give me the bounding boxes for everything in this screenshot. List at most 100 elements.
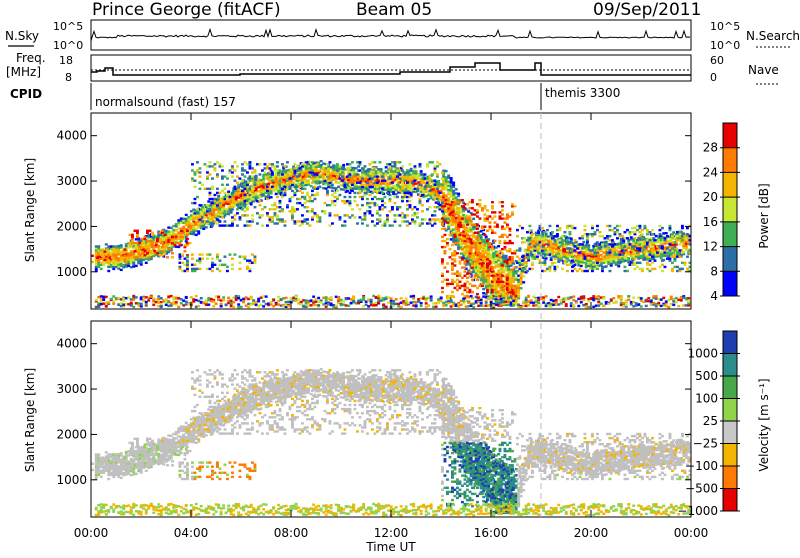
- power-cell: [241, 200, 244, 202]
- power-cell: [639, 225, 642, 227]
- power-cell: [464, 262, 467, 264]
- power-cell: [221, 198, 224, 200]
- power-cell: [374, 188, 377, 190]
- power-cell: [517, 297, 520, 299]
- power-cell: [185, 214, 188, 216]
- power-cell: [386, 171, 389, 173]
- power-cell: [371, 161, 374, 163]
- power-cell: [351, 208, 354, 210]
- power-cell: [216, 173, 219, 175]
- power-cell: [235, 190, 238, 192]
- power-cell: [381, 224, 384, 226]
- power-cell: [256, 196, 259, 198]
- power-cell: [311, 169, 314, 171]
- power-cell: [646, 229, 649, 231]
- power-cell: [364, 214, 367, 216]
- power-cell: [457, 195, 460, 197]
- power-cell: [414, 180, 417, 182]
- power-cell: [239, 177, 242, 179]
- power-cell: [211, 266, 214, 268]
- power-cell: [486, 283, 489, 285]
- power-cell: [155, 301, 158, 303]
- power-cell: [445, 209, 448, 211]
- power-cell: [196, 212, 199, 214]
- power-cell: [227, 201, 230, 203]
- power-cell: [641, 233, 644, 235]
- power-cell: [406, 182, 409, 184]
- power-cell: [409, 184, 412, 186]
- power-cell: [309, 171, 312, 173]
- power-cell: [469, 201, 472, 203]
- power-cell: [607, 261, 610, 263]
- power-cell: [454, 242, 457, 244]
- power-cell: [359, 169, 362, 171]
- power-cell: [344, 224, 347, 226]
- power-cell: [455, 231, 458, 233]
- power-cell: [454, 252, 457, 254]
- power-cell: [424, 218, 427, 220]
- power-cell: [616, 237, 619, 239]
- power-cell: [284, 165, 287, 167]
- power-cell: [456, 283, 459, 285]
- power-cell: [564, 256, 567, 258]
- power-cell: [219, 260, 222, 262]
- power-cell: [344, 200, 347, 202]
- nsearch-tick-top: 10^5: [710, 20, 740, 33]
- power-cell: [259, 214, 262, 216]
- power-cell: [171, 236, 174, 238]
- power-cell: [491, 205, 494, 207]
- power-cell: [97, 302, 100, 304]
- power-cell: [472, 246, 475, 248]
- power-cell: [215, 295, 218, 297]
- power-cell: [134, 256, 137, 258]
- power-cell: [199, 258, 202, 260]
- power-cell: [130, 302, 133, 304]
- power-cell: [436, 173, 439, 175]
- power-cell: [624, 231, 627, 233]
- power-cell: [451, 217, 454, 219]
- power-cell: [165, 236, 168, 238]
- power-cell: [329, 212, 332, 214]
- power-cell: [241, 186, 244, 188]
- power-cell: [507, 265, 510, 267]
- power-cell: [256, 200, 259, 202]
- power-cell: [504, 240, 507, 242]
- power-cell: [110, 298, 113, 300]
- power-cell: [115, 297, 118, 299]
- power-cell: [231, 165, 234, 167]
- power-cell: [509, 215, 512, 217]
- power-cell: [334, 200, 337, 202]
- power-cell: [271, 163, 274, 165]
- power-cell: [474, 285, 477, 287]
- power-cell: [162, 300, 165, 302]
- power-cell: [470, 259, 473, 261]
- power-cell: [639, 262, 642, 264]
- power-cell: [136, 230, 139, 232]
- power-cell: [357, 165, 360, 167]
- power-cell: [456, 270, 459, 272]
- power-cell: [614, 247, 617, 249]
- power-cell: [391, 206, 394, 208]
- power-cell: [325, 167, 328, 169]
- power-cell: [241, 163, 244, 165]
- power-cell: [180, 298, 183, 300]
- power-cell: [451, 273, 454, 275]
- power-cell: [499, 293, 502, 295]
- power-cell: [431, 224, 434, 226]
- power-cell: [137, 302, 140, 304]
- power-cell: [242, 298, 245, 300]
- power-cell: [444, 240, 447, 242]
- power-cell: [434, 218, 437, 220]
- power-cell: [104, 251, 107, 253]
- power-cell: [112, 251, 115, 253]
- power-cell: [289, 177, 292, 179]
- power-cell: [219, 264, 222, 266]
- power-cell: [494, 215, 497, 217]
- power-cell: [496, 281, 499, 283]
- power-cell: [514, 289, 517, 291]
- power-cell: [301, 173, 304, 175]
- power-cell: [172, 229, 175, 231]
- power-cell: [676, 235, 679, 237]
- power-cell: [625, 256, 628, 258]
- power-cell: [346, 167, 349, 169]
